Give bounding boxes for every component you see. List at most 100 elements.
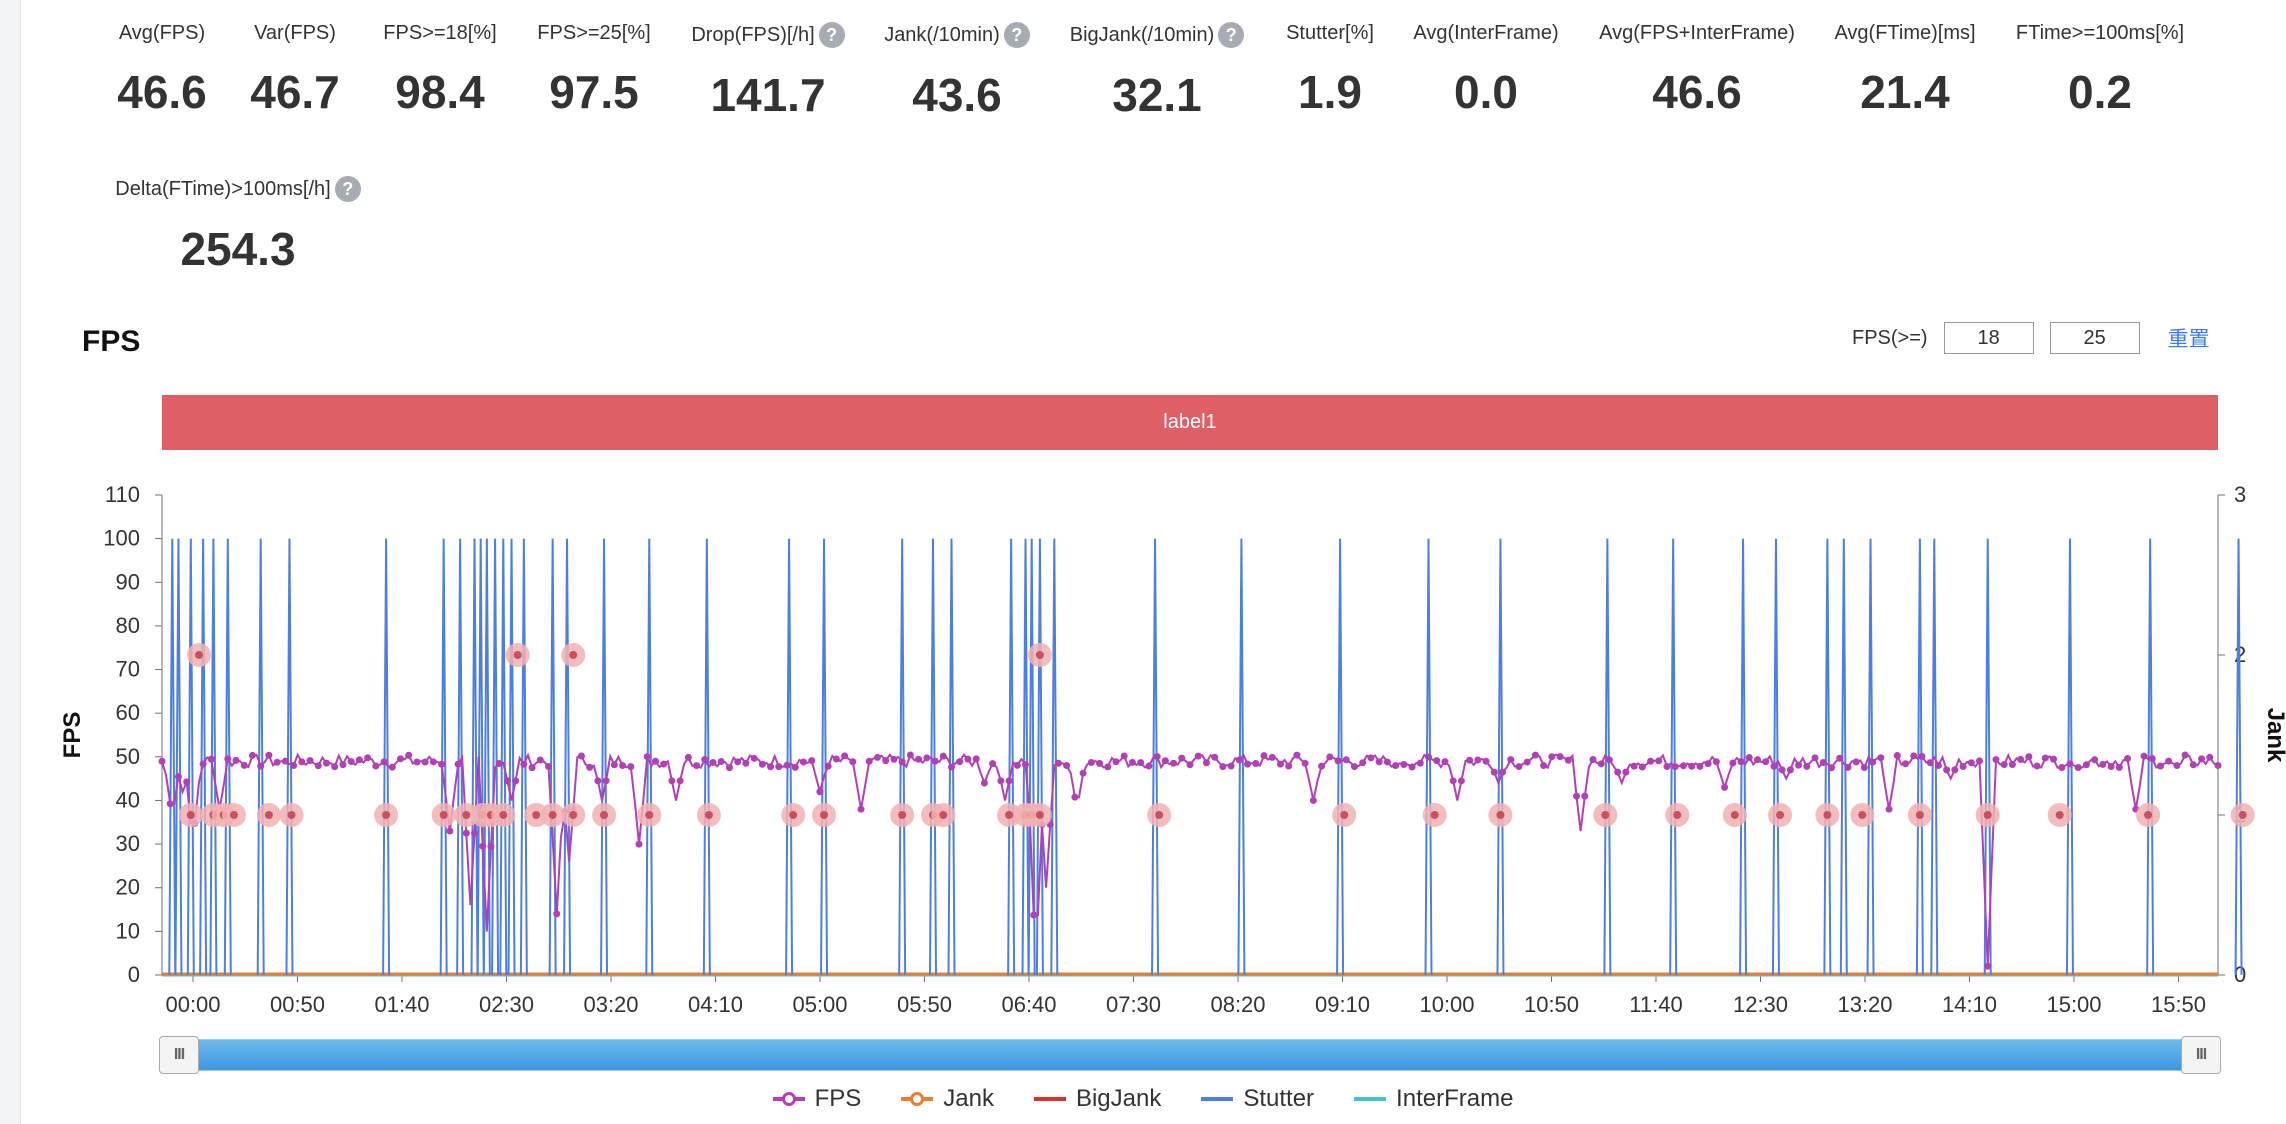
fps-point (1614, 768, 1622, 776)
fps-point (1490, 768, 1498, 776)
fps-point (594, 777, 602, 785)
jank-marker-core (532, 811, 541, 819)
fps-point (1120, 752, 1128, 760)
help-icon[interactable]: ? (818, 22, 845, 48)
legend-item-fps[interactable]: FPS (772, 1085, 862, 1113)
fps-point (1499, 768, 1507, 776)
reset-button[interactable]: 重置 (2167, 328, 2210, 351)
jank-marker-core (2055, 811, 2064, 819)
metric-label-text: FPS>=18[%] (383, 22, 497, 44)
fps-point (1540, 762, 1548, 770)
legend-item-stutter[interactable]: Stutter (1201, 1085, 1314, 1113)
fps-point (758, 760, 766, 768)
legend-item-interframe[interactable]: InterFrame (1354, 1085, 1513, 1113)
fps-point (1202, 759, 1210, 767)
fps-chart[interactable]: 0102030405060708090100110012300:0000:500… (0, 470, 2286, 1025)
fps-point (462, 829, 470, 837)
fps-point (2107, 763, 2115, 771)
fps-point (1786, 766, 1794, 774)
jank-marker-core (569, 811, 578, 819)
fps-point (610, 761, 618, 769)
fps-point (528, 764, 536, 772)
fps-point (1647, 757, 1655, 765)
jank-marker-core (499, 811, 508, 819)
x-tick-label: 07:30 (1106, 992, 1161, 1017)
fps-point (479, 842, 487, 850)
jank-marker-core (1730, 811, 1739, 819)
fps-point (421, 758, 429, 766)
y2-tick-label: 0 (2234, 962, 2246, 987)
x-tick-label: 10:00 (1419, 992, 1474, 1017)
y-tick-label: 90 (116, 569, 140, 594)
fps-threshold-input-1[interactable] (1943, 322, 2034, 354)
metric-label-text: Stutter[%] (1286, 22, 1374, 44)
x-tick-label: 06:40 (1001, 992, 1056, 1017)
legend-item-bigjank[interactable]: BigJank (1033, 1085, 1161, 1113)
x-tick-label: 14:10 (1942, 992, 1997, 1017)
y-tick-label: 20 (116, 875, 140, 900)
fps-point (635, 840, 643, 848)
fps-point (2041, 754, 2049, 762)
fps-point (207, 755, 215, 763)
fps-point (1770, 762, 1778, 770)
metric-label: FTime>=100ms[%] (2016, 22, 2184, 45)
fps-point (2156, 762, 2164, 770)
fps-point (651, 757, 659, 765)
bigjank-marker-core (569, 651, 578, 659)
fps-point (158, 757, 166, 765)
help-icon[interactable]: ? (1003, 22, 1030, 48)
fps-point (1951, 766, 1959, 774)
y-tick-label: 10 (116, 918, 140, 943)
fps-point (1128, 758, 1136, 766)
fps-point (1071, 793, 1079, 801)
metric-label-text: Avg(InterFrame) (1413, 22, 1559, 44)
fps-point (1729, 759, 1737, 767)
jank-marker-core (2144, 811, 2153, 819)
fps-point (273, 758, 281, 766)
fps-threshold-input-2[interactable] (2049, 322, 2140, 354)
fps-point (1293, 751, 1301, 759)
fps-point (1967, 759, 1975, 767)
label-bar[interactable]: label1 (162, 395, 2218, 450)
fps-point (1564, 756, 1572, 764)
fps-point (290, 761, 298, 769)
fps-point (939, 752, 947, 760)
x-tick-label: 00:50 (270, 992, 325, 1017)
slider-left-handle[interactable]: III (159, 1036, 199, 1074)
fps-point (1901, 760, 1909, 768)
fps-point (1112, 758, 1120, 766)
time-range-slider[interactable]: III III (159, 1036, 2221, 1074)
fps-point (1573, 792, 1581, 800)
fps-point (1441, 758, 1449, 766)
help-icon[interactable]: ? (1218, 22, 1245, 48)
metric-value: 0.2 (2068, 66, 2132, 118)
y2-axis-title: Jank (2262, 708, 2286, 763)
fps-point (1622, 768, 1630, 776)
fps-point (849, 758, 857, 766)
help-icon[interactable]: ? (334, 176, 361, 202)
slider-right-handle[interactable]: III (2181, 1036, 2221, 1074)
fps-point (1696, 762, 1704, 770)
x-tick-label: 02:30 (479, 992, 534, 1017)
legend-item-jank[interactable]: Jank (901, 1085, 994, 1113)
chart-legend: FPS Jank BigJank Stutter InterFrame (0, 1085, 2286, 1113)
x-tick-label: 09:10 (1315, 992, 1370, 1017)
metric-label: Var(FPS) (254, 22, 336, 45)
fps-point (684, 753, 692, 761)
fps-point (1063, 762, 1071, 770)
metric-avg-ftime-ms: Avg(FTime)[ms] 21.4 (1755, 22, 2055, 119)
fps-point (1424, 753, 1432, 761)
jank-marker-core (2238, 811, 2247, 819)
fps-point (1359, 759, 1367, 767)
fps-point (890, 755, 898, 763)
fps-point (1252, 760, 1260, 768)
fps-point (339, 761, 347, 769)
fps-point (1926, 759, 1934, 767)
fps-point (224, 755, 232, 763)
y-tick-label: 60 (116, 700, 140, 725)
fps-point (832, 755, 840, 763)
fps-point (1178, 754, 1186, 762)
legend-label: FPS (814, 1085, 862, 1112)
jank-marker-core (548, 811, 557, 819)
fps-point (775, 763, 783, 771)
